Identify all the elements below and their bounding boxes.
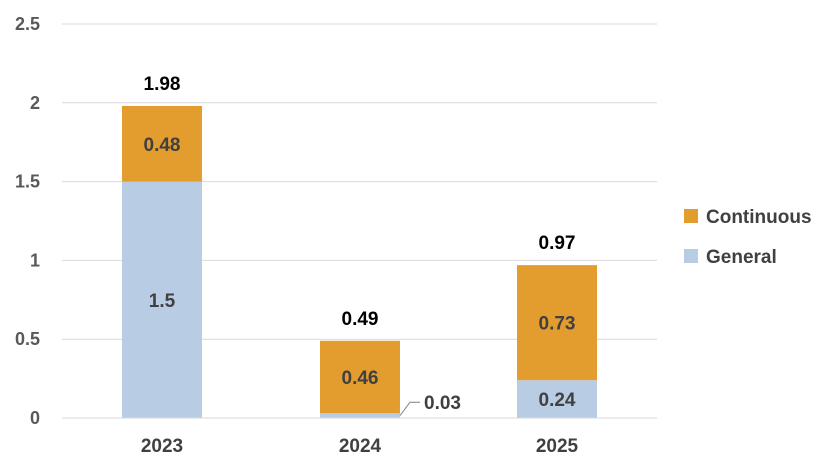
legend-label-general: General (706, 247, 777, 268)
leader-line (399, 401, 420, 416)
data-label-total: 0.49 (342, 309, 379, 330)
y-tick-label: 2.5 (15, 14, 40, 34)
legend-swatch-continuous (684, 209, 698, 223)
data-labels: 1.5 0.48 1.98 0.03 0.46 0.49 0.24 0.73 0.97 (144, 74, 576, 416)
data-label-continuous: 0.48 (144, 135, 181, 156)
bar-continuous-2025 (517, 265, 597, 381)
bar-general-2025 (517, 380, 597, 418)
data-label-general: 0.03 (424, 393, 461, 414)
y-tick-label: 1 (30, 250, 40, 270)
x-tick-label: 2023 (141, 436, 183, 456)
data-label-general: 0.24 (539, 390, 576, 411)
y-tick-label: 1.5 (15, 172, 40, 192)
bar-general-2024 (320, 413, 400, 418)
bar-general-2023 (122, 181, 202, 418)
y-axis: 0 0.5 1 1.5 2 2.5 (15, 14, 40, 428)
x-tick-label: 2024 (339, 436, 382, 456)
bars (122, 105, 597, 418)
y-tick-label: 2 (30, 93, 40, 113)
data-label-continuous: 0.73 (539, 314, 576, 335)
legend: Continuous General (684, 207, 812, 268)
data-label-total: 0.97 (539, 233, 576, 254)
data-label-general: 1.5 (149, 291, 176, 312)
y-tick-label: 0 (30, 408, 40, 428)
data-label-continuous: 0.46 (342, 368, 379, 389)
x-tick-label: 2025 (536, 436, 579, 456)
legend-label-continuous: Continuous (706, 207, 812, 228)
bar-continuous-2023 (122, 105, 202, 182)
x-axis: 2023 2024 2025 (62, 417, 657, 456)
legend-swatch-general (684, 249, 698, 263)
y-tick-label: 0.5 (15, 329, 40, 349)
data-label-total: 1.98 (144, 74, 181, 95)
bar-continuous-2024 (320, 340, 400, 414)
